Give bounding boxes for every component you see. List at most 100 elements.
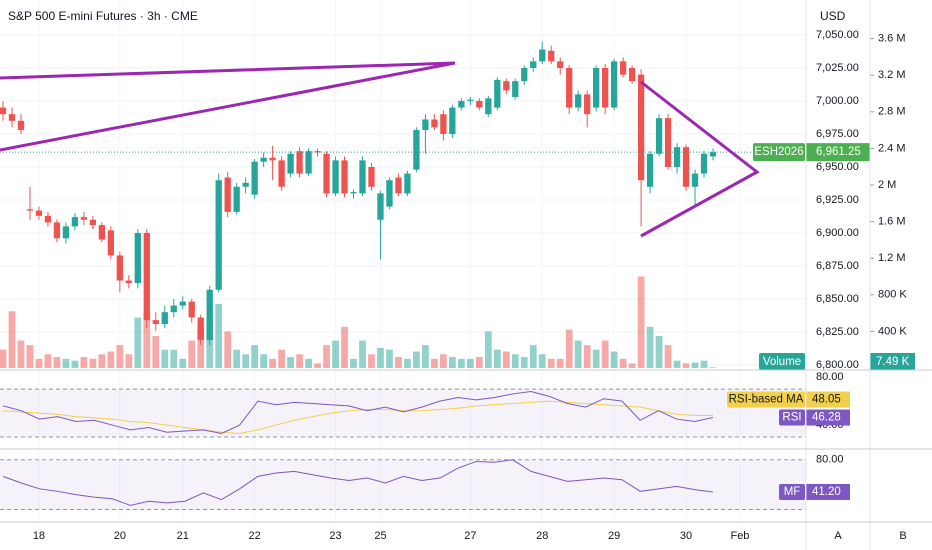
candle-body (700, 153, 708, 174)
volume-bar (502, 351, 510, 368)
volume-bar (610, 351, 618, 368)
candle-body (664, 118, 672, 167)
volume-bar (233, 349, 241, 368)
volume-bar (493, 349, 501, 368)
candle-body (224, 177, 231, 212)
volume-bar (413, 351, 420, 368)
candle-body (107, 230, 114, 256)
candle-body (350, 192, 357, 194)
candle-body (206, 289, 213, 340)
candle-body (637, 74, 645, 181)
candle-body (233, 186, 240, 212)
volume-bar (143, 313, 151, 368)
candle-body (260, 157, 267, 162)
drawn-wedge (0, 61, 456, 152)
candle-body (35, 210, 43, 216)
price-tick-label: 6,825.00 (816, 326, 859, 338)
volume-bar (475, 357, 483, 368)
volume-bar (628, 363, 636, 368)
volume-bar (242, 354, 250, 368)
candle-body (548, 50, 555, 62)
candle-body (179, 301, 186, 306)
volume-bar (673, 360, 681, 368)
candle-body (305, 151, 312, 174)
candle-body (512, 81, 519, 98)
volume-bar (125, 354, 133, 368)
candle-body (566, 67, 573, 108)
volume-bar (547, 358, 555, 368)
currency[interactable]: USD (820, 9, 846, 23)
volume-value-bg (870, 353, 915, 370)
candle-body (17, 120, 25, 131)
volume-bar (71, 360, 79, 368)
scale-button[interactable]: B (899, 530, 906, 542)
indicator-value-bg (806, 409, 850, 426)
volume-bar (161, 349, 169, 368)
candle-body (215, 180, 222, 290)
volume-bar (457, 358, 465, 368)
volume-tick-label: 2.8 M (878, 106, 906, 118)
candle-body (143, 232, 150, 321)
candle-body (431, 119, 438, 128)
volume-bar (44, 354, 52, 368)
volume-tick-label: 2 M (878, 179, 896, 191)
candle-body (494, 79, 501, 108)
scale-button[interactable]: A (834, 530, 842, 542)
price-tick-label: 7,050.00 (816, 29, 859, 41)
candle-body (673, 147, 681, 167)
candle-body (521, 67, 528, 82)
candle-body (682, 147, 690, 187)
price-tag: 6,961.25 (816, 146, 861, 158)
indicator-tag: RSI (782, 412, 801, 424)
candle-body (530, 61, 537, 68)
volume-bar (35, 358, 43, 368)
candle-body (359, 160, 366, 194)
candle-body (161, 312, 168, 325)
candle-body (44, 215, 52, 223)
volume-value: 7.49 K (876, 356, 910, 368)
symbol-title: S&P 500 E-mini Futures · 3h · CME (8, 9, 198, 23)
volume-bar (691, 362, 699, 368)
volume-bar (278, 349, 285, 368)
candle-body (404, 173, 411, 194)
candle-body (62, 226, 70, 239)
price-tick-label: 6,800.00 (816, 359, 859, 371)
volume-bar (511, 354, 519, 368)
candle-body (278, 160, 285, 187)
rsi-ma-line (2, 400, 714, 434)
volume-bar (323, 345, 330, 368)
candle-body (646, 153, 654, 187)
candle-body (170, 305, 177, 313)
volume-bar (431, 358, 438, 368)
indicator-tag-bg (779, 409, 805, 426)
volume-bar (188, 340, 196, 368)
price-tick-label: 6,950.00 (816, 161, 859, 173)
candle-body (386, 180, 393, 207)
candle-body (251, 161, 258, 195)
candle-body (557, 61, 564, 68)
time-tick-label: 23 (329, 530, 341, 542)
candle-body (314, 151, 321, 153)
volume-bar (440, 354, 447, 368)
candle-body (449, 107, 456, 134)
volume-bar (134, 317, 142, 368)
price-tick-label: 7,000.00 (816, 95, 859, 107)
candle-body (655, 118, 663, 154)
volume-bar (17, 340, 25, 368)
volume-bar (62, 358, 70, 368)
candle-body (332, 160, 339, 194)
volume-bar (26, 345, 34, 368)
volume-bar (98, 354, 106, 368)
osc-tick-label: 80.00 (816, 371, 844, 383)
volume-bar (179, 358, 187, 368)
volume-bar (170, 349, 178, 368)
candle-body (341, 160, 348, 194)
candle-body (242, 182, 249, 187)
time-tick-label: 30 (680, 530, 692, 542)
price-tag-bg (806, 143, 870, 162)
time-tick-label: 29 (608, 530, 620, 542)
candle-body (467, 99, 474, 101)
volume-bar (520, 357, 528, 368)
